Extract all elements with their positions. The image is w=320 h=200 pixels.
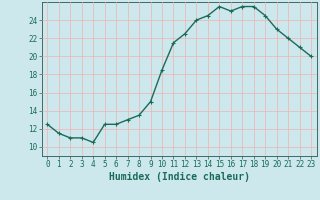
X-axis label: Humidex (Indice chaleur): Humidex (Indice chaleur) (109, 172, 250, 182)
